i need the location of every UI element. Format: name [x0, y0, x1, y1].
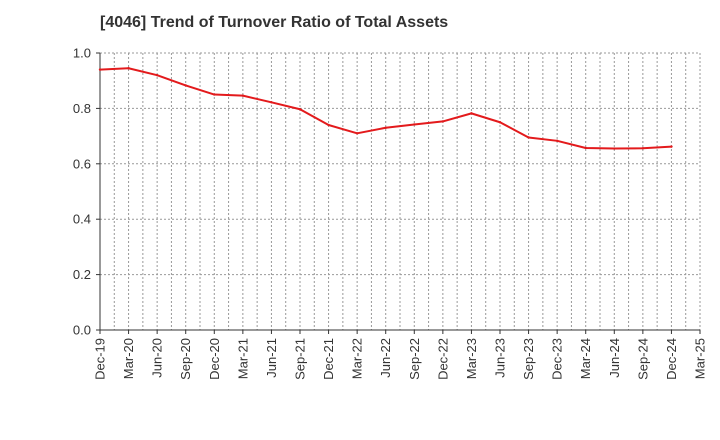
x-tick-label: Dec-23 — [550, 338, 565, 380]
data-point — [98, 68, 102, 71]
data-point — [670, 145, 673, 148]
y-tick-label: 0.8 — [73, 101, 91, 116]
data-point — [527, 136, 530, 139]
data-point — [384, 126, 387, 129]
data-point — [155, 73, 159, 77]
x-tick-label: Sep-22 — [407, 338, 422, 380]
x-tick-label: Dec-19 — [93, 338, 108, 380]
x-tick-label: Dec-22 — [435, 338, 450, 380]
data-point — [241, 94, 245, 97]
x-tick-label: Mar-23 — [464, 338, 479, 379]
y-tick-label: 0.0 — [73, 323, 91, 338]
chart-title: [4046] Trend of Turnover Ratio of Total … — [100, 14, 449, 31]
data-point — [298, 108, 302, 111]
x-tick-label: Sep-20 — [178, 338, 193, 380]
data-point — [555, 139, 559, 143]
data-point — [270, 101, 273, 104]
data-point — [441, 120, 445, 123]
y-tick-label: 0.2 — [73, 267, 91, 282]
x-tick-label: Dec-24 — [664, 338, 679, 380]
x-tick-label: Jun-23 — [493, 338, 508, 378]
x-tick-label: Dec-20 — [207, 338, 222, 380]
x-tick-label: Jun-22 — [378, 338, 393, 378]
x-tick-label: Mar-21 — [235, 338, 250, 379]
data-point — [127, 67, 130, 70]
x-tick-label: Mar-25 — [693, 338, 708, 379]
data-point — [213, 93, 216, 96]
x-tick-label: Dec-21 — [321, 338, 336, 380]
data-point — [613, 147, 616, 150]
x-tick-label: Sep-21 — [293, 338, 308, 380]
data-point — [641, 147, 645, 150]
data-point — [355, 132, 359, 135]
data-point — [327, 123, 330, 127]
x-tick-label: Sep-23 — [521, 338, 536, 380]
data-point — [470, 112, 473, 115]
x-tick-label: Sep-24 — [635, 338, 650, 380]
y-tick-label: 0.6 — [73, 156, 91, 171]
x-tick-label: Mar-24 — [578, 338, 593, 379]
data-point — [184, 84, 187, 87]
data-point — [413, 123, 416, 126]
x-tick-label: Mar-20 — [121, 338, 136, 379]
x-tick-label: Jun-21 — [264, 338, 279, 378]
x-tick-label: Mar-22 — [350, 338, 365, 379]
y-tick-label: 0.4 — [73, 212, 91, 227]
data-point — [584, 146, 587, 150]
y-tick-label: 1.0 — [73, 46, 91, 61]
x-tick-label: Jun-20 — [150, 338, 165, 378]
data-point — [498, 121, 502, 124]
x-tick-label: Jun-24 — [607, 338, 622, 378]
